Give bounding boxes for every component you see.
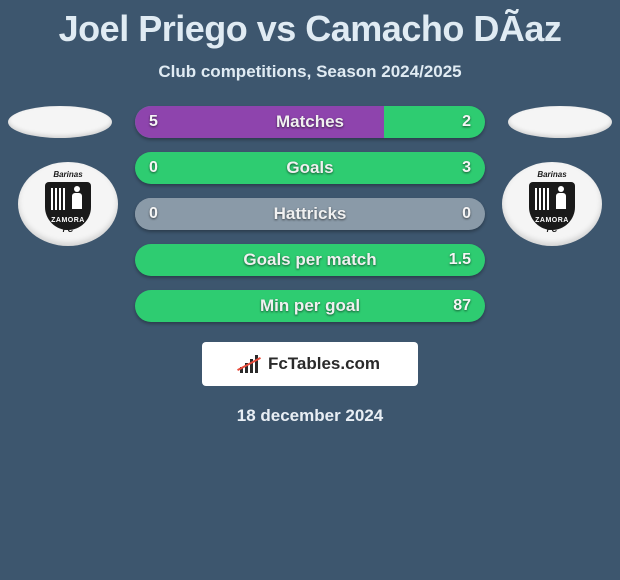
stat-right-value: 2 (462, 113, 471, 131)
badge-fc-text: FC (547, 225, 558, 234)
badge-shield: ZAMORA (45, 182, 91, 230)
stat-right-value: 0 (462, 205, 471, 223)
badge-main-text: ZAMORA (51, 217, 85, 224)
right-ellipse (508, 106, 612, 138)
left-club-badge: Barinas ZAMORA FC (18, 162, 118, 246)
badge-fc-text: FC (63, 225, 74, 234)
badge-main-text: ZAMORA (535, 217, 569, 224)
left-ellipse (8, 106, 112, 138)
stat-left-value: 0 (149, 159, 158, 177)
stat-label: Goals (286, 158, 333, 178)
page-title: Joel Priego vs Camacho DÃ­az (59, 8, 562, 50)
badge-player-icon (555, 186, 567, 212)
stat-right-value: 3 (462, 159, 471, 177)
stat-label: Matches (276, 112, 344, 132)
badge-top-text: Barinas (53, 170, 82, 179)
stat-right-value: 87 (453, 297, 471, 315)
badge-stripes (535, 188, 551, 210)
stat-bar-left-fill (135, 106, 384, 138)
stat-row: Goals per match 1.5 (135, 244, 485, 276)
date-text: 18 december 2024 (237, 406, 384, 426)
logo-text: FcTables.com (268, 354, 380, 374)
stat-row: 0 Hattricks 0 (135, 198, 485, 230)
stat-label: Min per goal (260, 296, 360, 316)
stat-label: Hattricks (274, 204, 347, 224)
stat-row: Min per goal 87 (135, 290, 485, 322)
logo-chart-icon (240, 355, 262, 373)
stat-right-value: 1.5 (449, 251, 471, 269)
comparison-area: Barinas ZAMORA FC Barinas ZAMORA FC 5 Mat… (0, 106, 620, 426)
stat-row: 5 Matches 2 (135, 106, 485, 138)
badge-shield: ZAMORA (529, 182, 575, 230)
comparison-infographic: Joel Priego vs Camacho DÃ­az Club compet… (0, 0, 620, 426)
stat-left-value: 5 (149, 113, 158, 131)
right-club-badge: Barinas ZAMORA FC (502, 162, 602, 246)
stat-label: Goals per match (243, 250, 376, 270)
badge-stripes (51, 188, 67, 210)
stat-left-value: 0 (149, 205, 158, 223)
fctables-logo: FcTables.com (202, 342, 418, 386)
stat-rows: 5 Matches 2 0 Goals 3 0 Hattricks 0 Goals per mat… (135, 106, 485, 322)
badge-player-icon (71, 186, 83, 212)
subtitle: Club competitions, Season 2024/2025 (158, 62, 461, 82)
stat-row: 0 Goals 3 (135, 152, 485, 184)
badge-top-text: Barinas (537, 170, 566, 179)
